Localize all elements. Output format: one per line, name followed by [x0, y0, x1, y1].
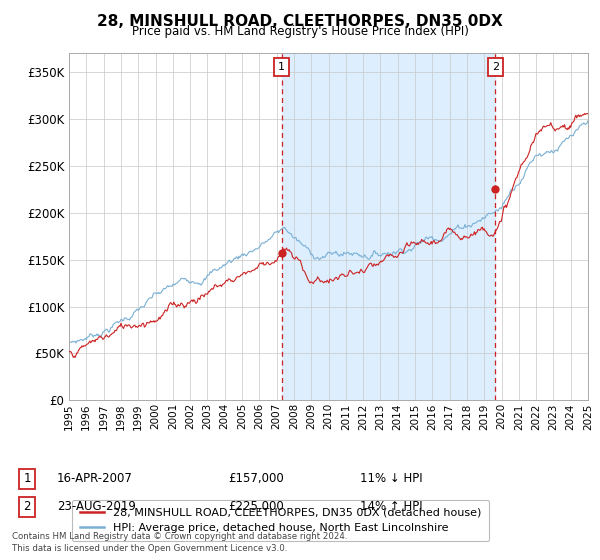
Bar — [281, 53, 495, 400]
Text: £157,000: £157,000 — [228, 472, 284, 486]
Legend: 28, MINSHULL ROAD, CLEETHORPES, DN35 0DX (detached house), HPI: Average price, d: 28, MINSHULL ROAD, CLEETHORPES, DN35 0DX… — [72, 500, 489, 541]
Text: 2: 2 — [23, 500, 31, 514]
Text: £225,000: £225,000 — [228, 500, 284, 514]
Text: Price paid vs. HM Land Registry's House Price Index (HPI): Price paid vs. HM Land Registry's House … — [131, 25, 469, 38]
Text: 14% ↑ HPI: 14% ↑ HPI — [360, 500, 422, 514]
Text: 11% ↓ HPI: 11% ↓ HPI — [360, 472, 422, 486]
Text: 28, MINSHULL ROAD, CLEETHORPES, DN35 0DX: 28, MINSHULL ROAD, CLEETHORPES, DN35 0DX — [97, 14, 503, 29]
Text: Contains HM Land Registry data © Crown copyright and database right 2024.
This d: Contains HM Land Registry data © Crown c… — [12, 533, 347, 553]
Text: 16-APR-2007: 16-APR-2007 — [57, 472, 133, 486]
Text: 1: 1 — [278, 62, 285, 72]
Text: 23-AUG-2019: 23-AUG-2019 — [57, 500, 136, 514]
Text: 2: 2 — [492, 62, 499, 72]
Text: 1: 1 — [23, 472, 31, 486]
